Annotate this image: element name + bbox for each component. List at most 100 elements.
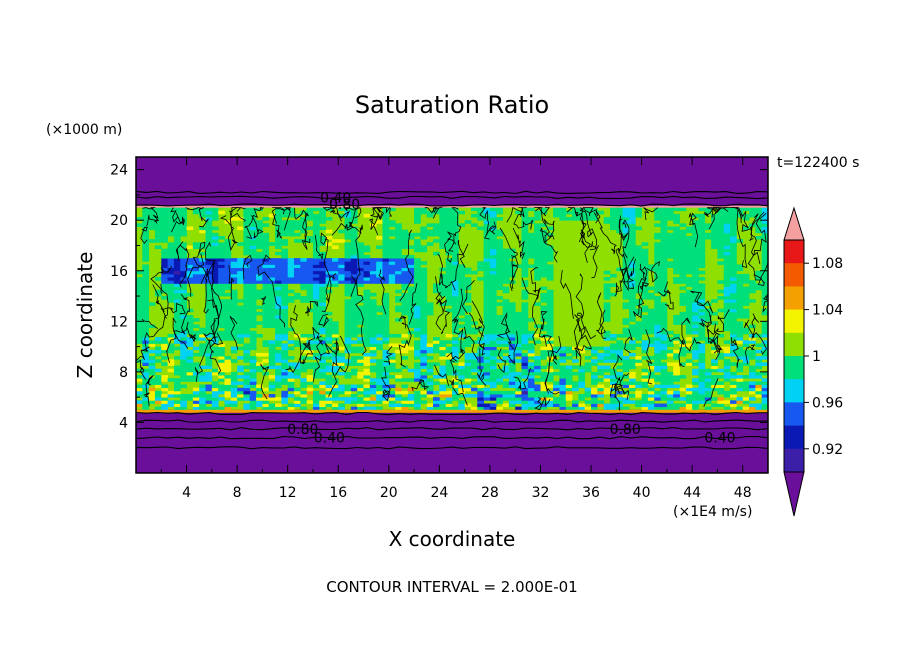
field-cell	[723, 315, 731, 319]
field-cell	[521, 318, 529, 322]
field-cell	[369, 397, 377, 401]
field-cell	[439, 390, 447, 395]
field-cell	[369, 308, 377, 313]
field-cell	[154, 406, 162, 411]
field-cell	[692, 346, 699, 351]
field-cell	[452, 273, 459, 278]
field-cell	[148, 220, 156, 224]
field-cell	[496, 371, 503, 376]
field-cell	[439, 340, 447, 344]
field-cell	[218, 299, 225, 303]
field-cell	[218, 248, 225, 253]
field-cell	[761, 242, 768, 246]
field-cell	[717, 261, 725, 265]
field-cell	[142, 368, 150, 373]
field-cell	[679, 232, 687, 237]
field-cell	[540, 305, 548, 310]
field-cell	[363, 305, 371, 310]
field-cell	[622, 305, 630, 310]
field-cell	[142, 292, 150, 297]
field-cell	[698, 356, 706, 360]
field-cell	[483, 223, 491, 227]
field-cell	[218, 333, 225, 338]
field-cell	[376, 384, 383, 389]
field-cell	[685, 324, 693, 329]
field-cell	[186, 371, 194, 376]
field-cell	[420, 375, 428, 379]
field-cell	[388, 356, 396, 360]
field-cell	[294, 292, 301, 297]
field-cell	[452, 352, 459, 357]
field-cell	[616, 207, 624, 212]
field-cell	[363, 302, 371, 306]
field-cell	[249, 223, 257, 227]
field-cell	[167, 403, 175, 408]
field-cell	[723, 305, 731, 310]
field-cell	[730, 213, 737, 218]
field-cell	[268, 302, 276, 306]
field-cell	[148, 368, 156, 373]
field-cell	[635, 207, 642, 212]
field-cell	[730, 315, 737, 319]
field-cell	[319, 258, 326, 262]
field-cell	[584, 217, 592, 221]
field-cell	[376, 397, 383, 401]
field-cell	[180, 356, 187, 360]
field-cell	[205, 394, 213, 398]
field-cell	[489, 397, 497, 401]
field-cell	[711, 362, 718, 366]
field-cell	[199, 394, 206, 398]
field-cell	[331, 258, 339, 262]
field-cell	[692, 337, 699, 341]
field-cell	[388, 239, 396, 243]
field-cell	[483, 242, 491, 246]
field-cell	[622, 217, 630, 221]
field-cell	[610, 217, 617, 221]
field-cell	[350, 232, 358, 237]
field-cell	[685, 308, 693, 313]
field-cell	[654, 299, 661, 303]
field-cell	[660, 387, 668, 392]
field-cell	[388, 277, 396, 281]
field-cell	[262, 292, 270, 297]
field-cell	[673, 406, 680, 411]
field-cell	[540, 324, 548, 329]
field-cell	[559, 365, 567, 370]
field-cell	[192, 387, 200, 392]
field-cell	[761, 289, 768, 294]
field-cell	[591, 213, 598, 218]
field-cell	[559, 213, 567, 218]
field-cell	[698, 254, 706, 259]
field-cell	[464, 305, 472, 310]
field-cell	[218, 371, 225, 376]
field-cell	[660, 251, 668, 256]
contour-line	[369, 207, 383, 220]
field-cell	[331, 365, 339, 370]
field-cell	[256, 403, 263, 408]
field-cell	[527, 400, 535, 404]
field-cell	[186, 280, 194, 284]
field-cell	[224, 381, 232, 385]
field-cell	[723, 220, 731, 224]
field-cell	[407, 321, 415, 325]
field-cell	[660, 324, 668, 329]
field-cell	[508, 315, 516, 319]
field-cell	[205, 384, 213, 389]
field-cell	[388, 223, 396, 227]
field-cell	[736, 400, 744, 404]
field-cell	[205, 305, 213, 310]
field-cell	[508, 273, 516, 278]
field-cell	[312, 394, 320, 398]
field-cell	[654, 327, 661, 332]
field-cell	[521, 289, 529, 294]
field-cell	[628, 229, 636, 234]
field-cell	[363, 378, 371, 382]
field-cell	[546, 318, 554, 322]
field-cell	[420, 229, 428, 234]
field-cell	[395, 299, 402, 303]
field-cell	[673, 280, 680, 284]
field-cell	[173, 365, 181, 370]
field-cell	[312, 330, 320, 335]
field-cell	[275, 299, 282, 303]
field-cell	[275, 384, 282, 389]
